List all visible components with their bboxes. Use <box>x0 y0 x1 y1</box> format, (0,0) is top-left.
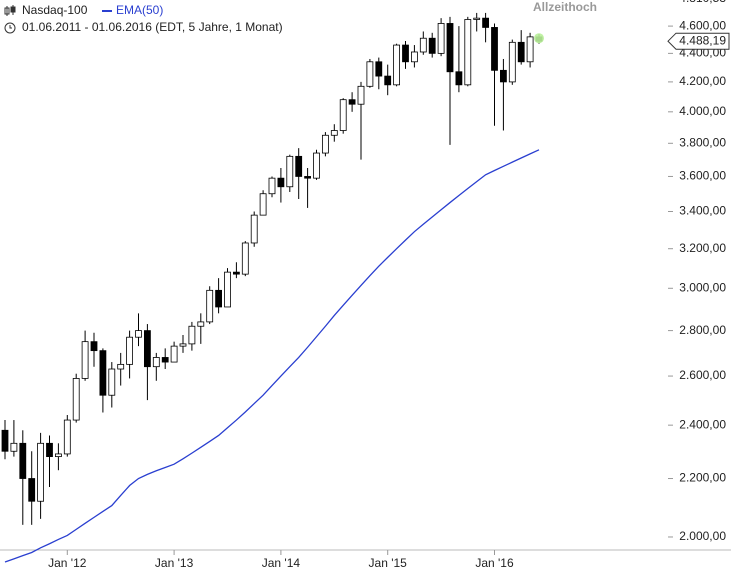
candle-body <box>99 350 107 396</box>
candle-body <box>55 453 62 458</box>
y-tick-label: 2.400,00 <box>679 417 726 431</box>
last-marker <box>534 33 544 44</box>
candle-body <box>170 345 178 363</box>
candle-body <box>464 19 472 86</box>
legend-title: Nasdaq-100 <box>22 3 88 17</box>
candle-body <box>152 357 160 368</box>
candle-body <box>19 442 27 479</box>
candle-body <box>482 17 490 28</box>
y-tick-label: 3.800,00 <box>679 135 726 149</box>
candle-body <box>366 61 374 87</box>
last-label-box <box>667 32 730 50</box>
candle-body <box>268 177 276 195</box>
candle-body <box>295 155 303 177</box>
candle-body <box>277 177 285 188</box>
y-tick-label: 4.000,00 <box>679 104 726 118</box>
candle-body <box>313 152 320 179</box>
ema-line <box>4 149 540 563</box>
y-tick-label: 3.400,00 <box>679 204 726 218</box>
candle-body <box>37 442 44 502</box>
y-tick-label: 2.800,00 <box>679 323 726 337</box>
candle-icon <box>4 5 16 16</box>
subtitle: 01.06.2011 - 01.06.2016 (EDT, 5 Jahre, 1… <box>22 20 283 34</box>
candle-body <box>384 75 392 86</box>
candle-body <box>10 442 18 452</box>
candle-body <box>259 193 267 216</box>
candle-body <box>241 242 249 275</box>
y-tick-label: 3.000,00 <box>679 280 726 294</box>
candle-body <box>108 368 116 396</box>
candle-body <box>455 71 463 86</box>
candle-body <box>250 214 258 244</box>
y-tick-label: 3.200,00 <box>679 241 726 255</box>
candle-body <box>232 271 240 275</box>
legend-entry: EMA(50) <box>116 3 163 17</box>
ath-annotation: Allzeithoch <box>533 0 597 14</box>
candle-body <box>473 17 481 20</box>
x-tick-label: Jan '15 <box>369 556 408 570</box>
candle-body <box>410 51 418 63</box>
candle-body <box>90 341 98 352</box>
candle-body <box>402 44 409 63</box>
last-label: 4.488,19 <box>679 33 726 47</box>
candle-body <box>499 69 507 83</box>
candle-body <box>28 478 36 502</box>
candle-body <box>419 37 427 53</box>
y-tick-label: 4.200,00 <box>679 74 726 88</box>
candle-body <box>179 343 187 347</box>
candle-body <box>393 44 401 86</box>
candle-body <box>357 85 365 105</box>
x-tick-label: Jan '16 <box>475 556 514 570</box>
candle-body <box>437 23 445 54</box>
y-tick-label: 3.600,00 <box>679 169 726 183</box>
candle-body <box>304 176 312 179</box>
candle-body <box>161 357 169 363</box>
candle-body <box>321 134 329 154</box>
candle-body <box>224 271 231 308</box>
y-tick-label: 2.000,00 <box>679 529 726 543</box>
candle-body <box>72 378 80 421</box>
x-tick-label: Jan '13 <box>155 556 194 570</box>
candle-body <box>428 37 436 54</box>
candle-body <box>46 442 53 458</box>
y-tick-label: 4.600,00 <box>679 18 726 32</box>
candle-body <box>215 289 223 308</box>
candle-body <box>135 330 142 338</box>
candle-body <box>446 23 454 73</box>
candle-body <box>1 429 9 452</box>
candle-body <box>126 336 133 365</box>
candle-body <box>188 325 196 345</box>
candle-body <box>117 363 125 370</box>
y-tick-label: 2.200,00 <box>679 471 726 485</box>
x-tick-label: Jan '12 <box>48 556 87 570</box>
candle-body <box>330 130 338 136</box>
candle-body <box>526 36 534 63</box>
candle-body <box>286 155 294 188</box>
candle-body <box>517 41 525 63</box>
candle-body <box>63 419 71 455</box>
candle-body <box>143 330 151 368</box>
candle-body <box>339 99 347 131</box>
candle-body <box>197 321 205 327</box>
y-tick-label: 2.600,00 <box>679 368 726 382</box>
x-tick-label: Jan '14 <box>262 556 301 570</box>
clock-icon <box>4 22 16 34</box>
candle-body <box>81 341 89 379</box>
candle-body <box>348 99 356 105</box>
legend: Nasdaq-100 EMA(50) 01.06.2011 - 01.06.20… <box>4 3 283 34</box>
candle-body <box>491 27 498 71</box>
candle-body <box>508 41 516 83</box>
ath-label: 4.810,53 <box>679 0 726 5</box>
candle-body <box>206 289 214 323</box>
candle-body <box>375 61 383 77</box>
